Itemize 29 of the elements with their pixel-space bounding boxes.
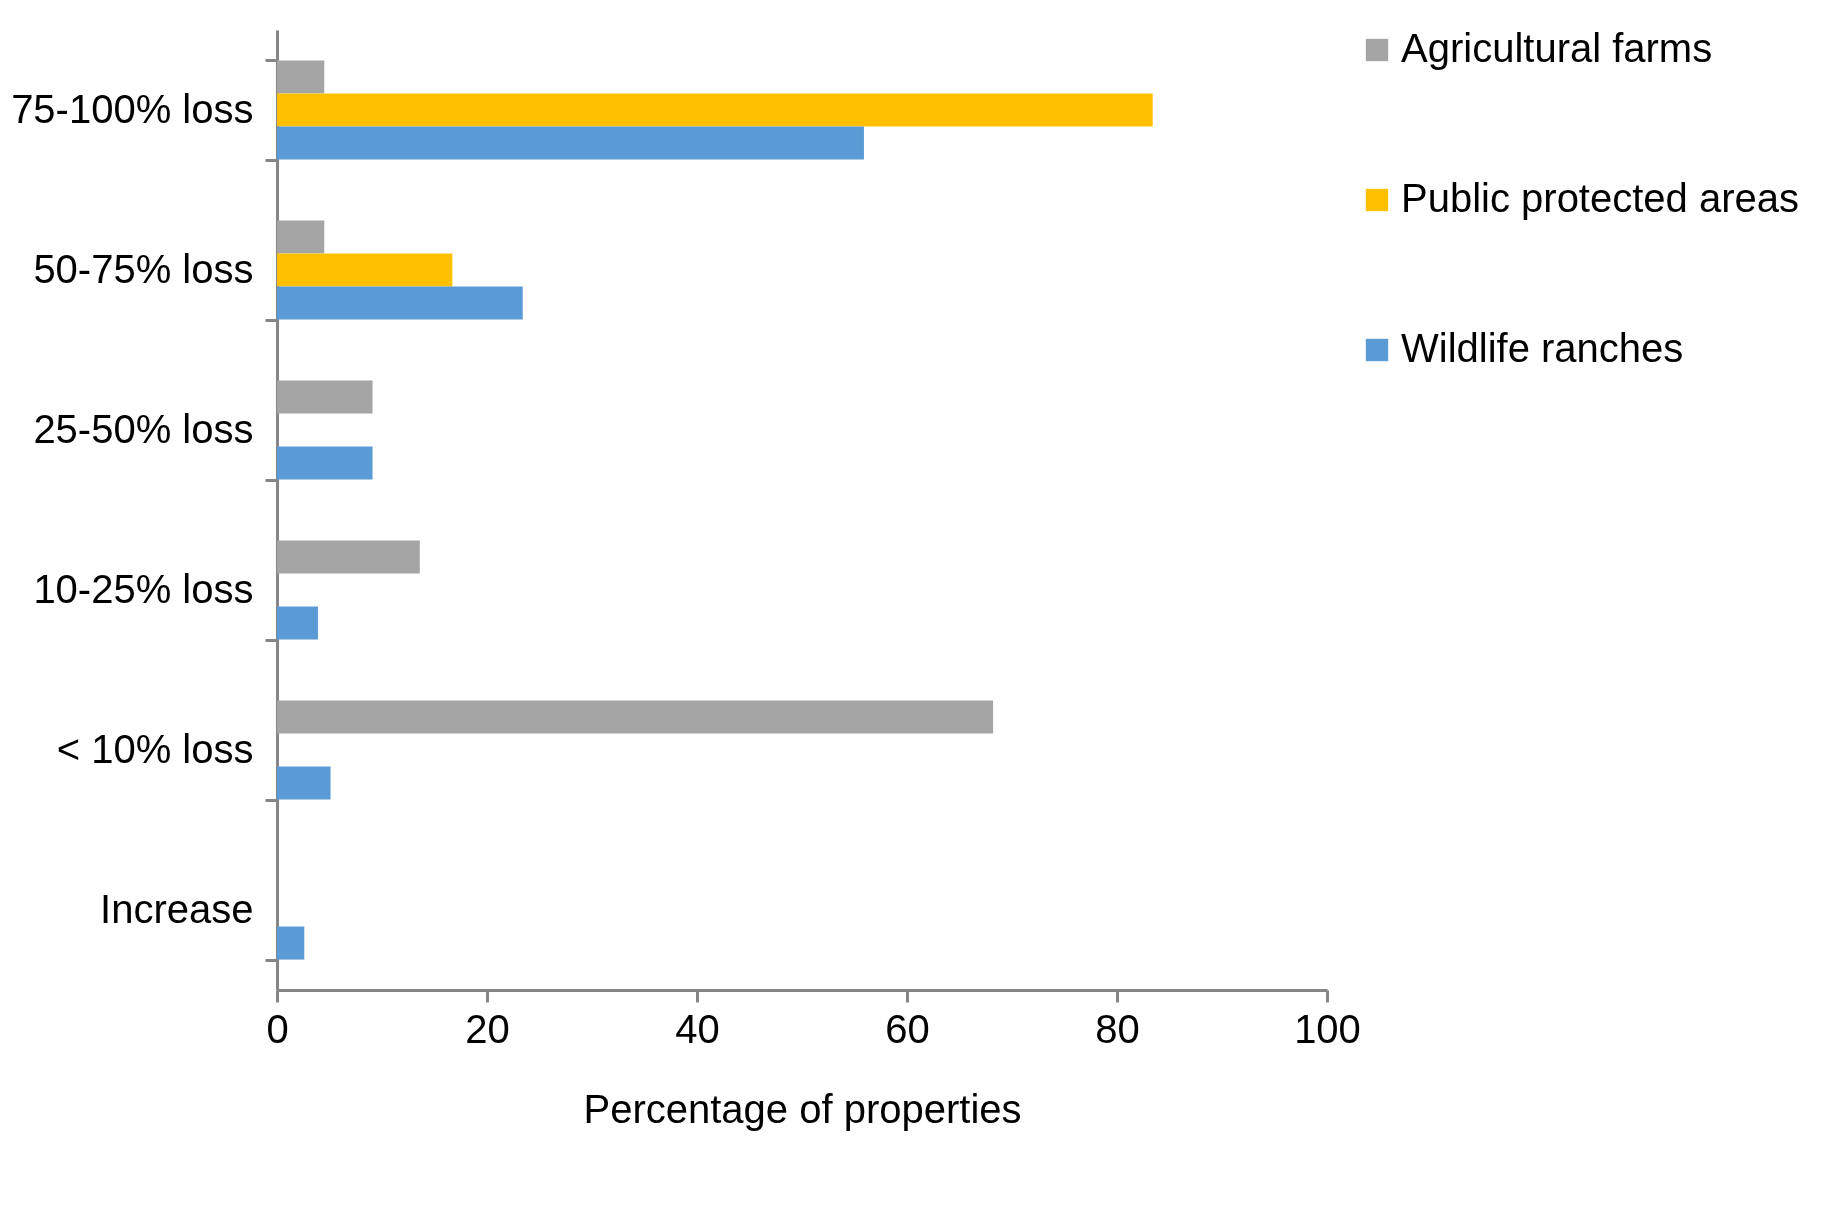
bar bbox=[277, 606, 318, 640]
bar bbox=[277, 700, 994, 734]
bar bbox=[277, 253, 453, 287]
bar bbox=[277, 380, 373, 414]
bar bbox=[277, 60, 325, 94]
bar bbox=[277, 220, 325, 254]
x-tick-label: 40 bbox=[675, 1006, 720, 1051]
x-tick-label: 100 bbox=[1294, 1006, 1361, 1051]
x-tick-label: 60 bbox=[885, 1006, 930, 1051]
x-tick-label: 20 bbox=[465, 1006, 510, 1051]
bar bbox=[277, 93, 1153, 127]
bar bbox=[277, 126, 864, 160]
bar bbox=[277, 540, 420, 574]
y-tick-label: 75-100% loss bbox=[11, 86, 254, 131]
legend-label: Agricultural farms bbox=[1401, 26, 1713, 70]
bar bbox=[277, 446, 373, 480]
y-tick-label: 10-25% loss bbox=[33, 566, 254, 611]
x-tick-label: 0 bbox=[266, 1006, 289, 1051]
y-tick-label: < 10% loss bbox=[56, 726, 254, 771]
bar bbox=[277, 766, 331, 800]
x-tick-label: 80 bbox=[1095, 1006, 1140, 1051]
legend-label: Public protected areas bbox=[1401, 176, 1800, 220]
bar bbox=[277, 286, 523, 320]
y-tick-label: Increase bbox=[100, 886, 254, 931]
legend-label: Wildlife ranches bbox=[1401, 326, 1684, 370]
y-tick-label: 25-50% loss bbox=[33, 406, 254, 451]
bar bbox=[277, 926, 305, 960]
x-axis-title: Percentage of properties bbox=[583, 1086, 1022, 1131]
y-tick-label: 50-75% loss bbox=[33, 246, 254, 291]
